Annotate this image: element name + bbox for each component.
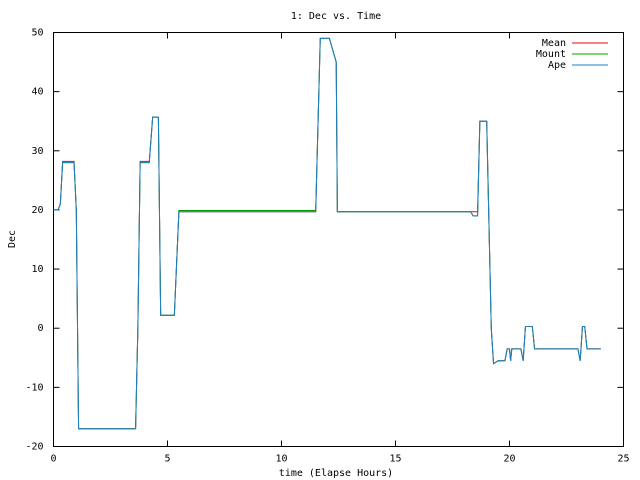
y-tick-label: 50 bbox=[31, 28, 43, 39]
y-tick-label: 0 bbox=[37, 323, 43, 334]
x-tick-label: 0 bbox=[50, 454, 56, 465]
series-line bbox=[53, 37, 601, 430]
x-tick-label: 15 bbox=[389, 454, 401, 465]
y-tick-label: 10 bbox=[31, 264, 43, 275]
y-tick-label: 40 bbox=[31, 87, 43, 98]
legend-label: Mount bbox=[536, 49, 566, 60]
y-tick-label: -10 bbox=[25, 382, 43, 393]
series-line bbox=[53, 37, 601, 430]
plot-border bbox=[53, 32, 624, 447]
y-tick-label: -20 bbox=[25, 442, 43, 453]
x-tick-label: 25 bbox=[617, 454, 629, 465]
x-tick-label: 10 bbox=[275, 454, 287, 465]
y-axis-label: Dec bbox=[7, 230, 18, 248]
x-tick-label: 20 bbox=[503, 454, 515, 465]
y-tick-label: 20 bbox=[31, 205, 43, 216]
chart-title: 1: Dec vs. Time bbox=[291, 11, 381, 22]
y-tick-label: 30 bbox=[31, 146, 43, 157]
legend-label: Mean bbox=[542, 38, 566, 49]
series-line bbox=[53, 37, 601, 430]
x-axis-label: time (Elapse Hours) bbox=[279, 468, 393, 479]
x-tick-label: 5 bbox=[164, 454, 170, 465]
legend-label: Ape bbox=[548, 60, 566, 71]
